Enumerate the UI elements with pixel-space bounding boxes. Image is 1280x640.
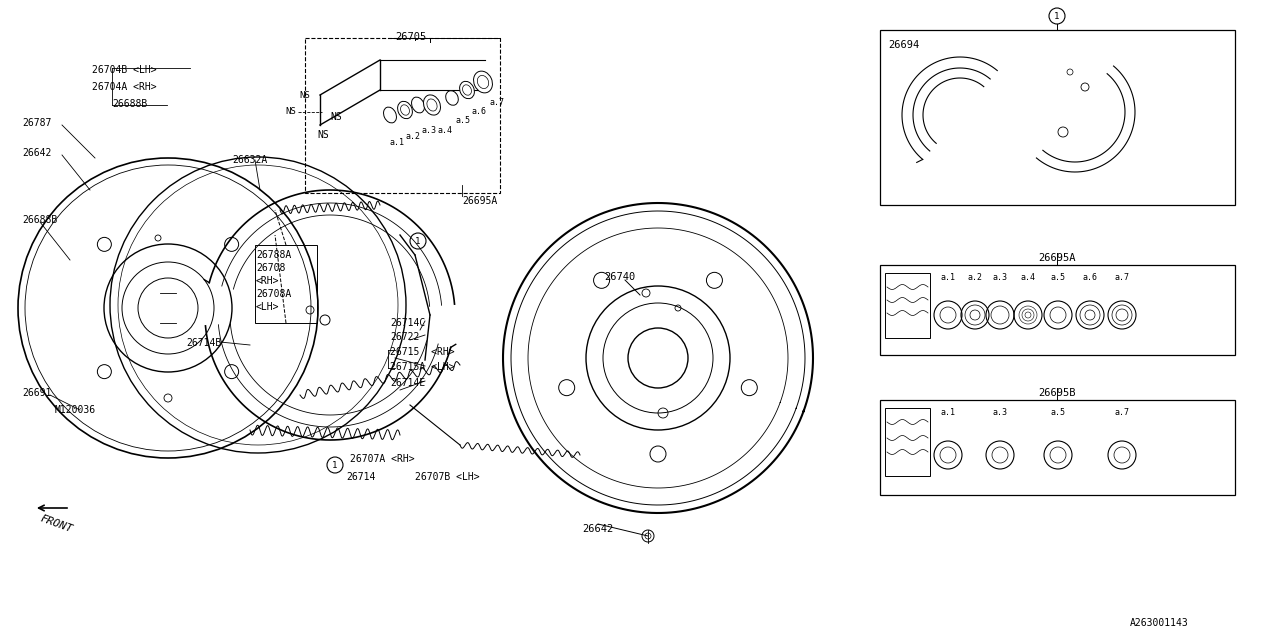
Text: a.1: a.1 bbox=[941, 408, 955, 417]
Text: 1: 1 bbox=[1055, 12, 1060, 21]
Bar bbox=[881, 400, 1235, 495]
Text: 26694: 26694 bbox=[888, 40, 919, 50]
Text: 26714E: 26714E bbox=[390, 378, 425, 388]
Text: 1: 1 bbox=[415, 237, 421, 246]
Bar bbox=[884, 408, 931, 476]
Text: 1: 1 bbox=[333, 461, 338, 470]
Text: a.1: a.1 bbox=[390, 138, 404, 147]
Text: 26707B <LH>: 26707B <LH> bbox=[415, 472, 480, 482]
Text: a.7: a.7 bbox=[1115, 273, 1129, 282]
Text: 26704B <LH>: 26704B <LH> bbox=[92, 65, 156, 75]
Text: <LH>: <LH> bbox=[256, 302, 279, 312]
Text: 26695B: 26695B bbox=[1038, 388, 1075, 398]
Text: a.3: a.3 bbox=[992, 408, 1007, 417]
Text: A263001143: A263001143 bbox=[1130, 618, 1189, 628]
Text: 26632A: 26632A bbox=[232, 155, 268, 165]
Text: 26705: 26705 bbox=[396, 32, 426, 42]
Bar bbox=[881, 30, 1235, 205]
Text: 26715A <LH>: 26715A <LH> bbox=[390, 362, 454, 372]
Text: 26695A: 26695A bbox=[462, 196, 497, 206]
Ellipse shape bbox=[384, 107, 397, 123]
Text: <RH>: <RH> bbox=[256, 276, 279, 286]
Bar bbox=[884, 273, 931, 338]
Text: a.4: a.4 bbox=[436, 126, 452, 135]
Text: a.2: a.2 bbox=[968, 273, 983, 282]
Ellipse shape bbox=[474, 71, 493, 93]
Text: 26695A: 26695A bbox=[1038, 253, 1075, 263]
Text: a.2: a.2 bbox=[406, 132, 421, 141]
Text: 26714: 26714 bbox=[346, 472, 375, 482]
Text: 26707A <RH>: 26707A <RH> bbox=[349, 454, 415, 464]
Text: 26688B: 26688B bbox=[113, 99, 147, 109]
Text: 26714B: 26714B bbox=[186, 338, 221, 348]
Bar bbox=[305, 38, 500, 193]
Ellipse shape bbox=[401, 105, 410, 115]
Text: NS: NS bbox=[300, 92, 310, 100]
Bar bbox=[255, 245, 317, 323]
Text: NS: NS bbox=[285, 108, 296, 116]
Text: a.3: a.3 bbox=[422, 126, 436, 135]
Text: 26714C: 26714C bbox=[390, 318, 425, 328]
Text: a.4: a.4 bbox=[1020, 273, 1036, 282]
Text: 26715  <RH>: 26715 <RH> bbox=[390, 347, 454, 357]
Ellipse shape bbox=[398, 101, 412, 118]
Text: 26708A: 26708A bbox=[256, 289, 292, 299]
Text: 26642: 26642 bbox=[582, 524, 613, 534]
Ellipse shape bbox=[412, 97, 425, 113]
Text: 26787: 26787 bbox=[22, 118, 51, 128]
Text: 26788A: 26788A bbox=[256, 250, 292, 260]
Text: a.6: a.6 bbox=[472, 107, 486, 116]
Ellipse shape bbox=[460, 81, 475, 99]
Text: a.6: a.6 bbox=[1083, 273, 1097, 282]
Text: 26688B: 26688B bbox=[22, 215, 58, 225]
Ellipse shape bbox=[424, 95, 440, 115]
Text: a.7: a.7 bbox=[1115, 408, 1129, 417]
Bar bbox=[881, 265, 1235, 355]
Text: a.5: a.5 bbox=[454, 116, 470, 125]
Ellipse shape bbox=[428, 99, 436, 111]
Text: a.5: a.5 bbox=[1051, 273, 1065, 282]
Ellipse shape bbox=[445, 91, 458, 105]
Text: FRONT: FRONT bbox=[38, 513, 74, 534]
Text: 26722: 26722 bbox=[390, 332, 420, 342]
Text: 26704A <RH>: 26704A <RH> bbox=[92, 82, 156, 92]
Text: 26691: 26691 bbox=[22, 388, 51, 398]
Text: a.7: a.7 bbox=[489, 98, 504, 107]
Text: a.1: a.1 bbox=[941, 273, 955, 282]
Ellipse shape bbox=[462, 84, 471, 95]
Text: 26642: 26642 bbox=[22, 148, 51, 158]
Text: 26708: 26708 bbox=[256, 263, 285, 273]
Ellipse shape bbox=[477, 76, 489, 88]
Text: NS: NS bbox=[317, 130, 329, 140]
Text: M120036: M120036 bbox=[55, 405, 96, 415]
Text: a.5: a.5 bbox=[1051, 408, 1065, 417]
Text: a.3: a.3 bbox=[992, 273, 1007, 282]
Text: 26740: 26740 bbox=[604, 272, 635, 282]
Text: NS: NS bbox=[330, 112, 342, 122]
